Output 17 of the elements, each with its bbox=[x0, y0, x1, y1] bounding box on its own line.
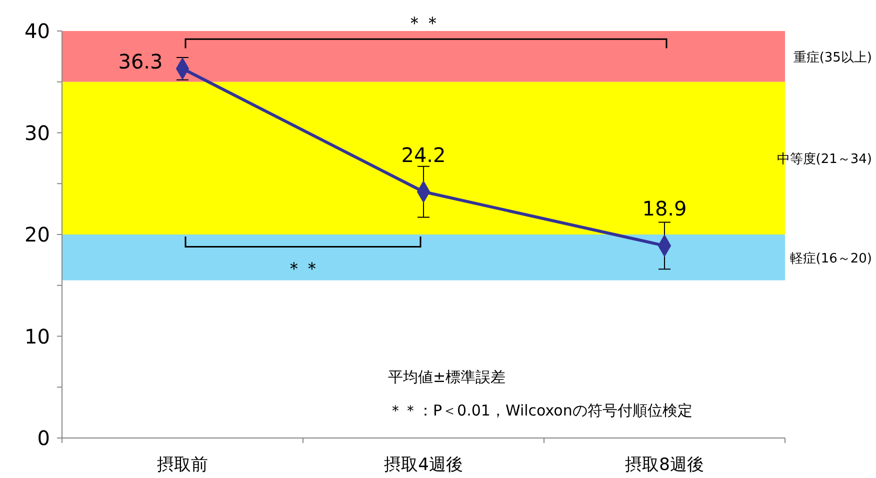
x-tick-label: 摂取前 bbox=[157, 455, 208, 475]
data-label: 18.9 bbox=[642, 196, 687, 221]
y-tick-label: 30 bbox=[24, 120, 50, 145]
x-tick-label: 摂取4週後 bbox=[384, 455, 463, 475]
y-tick-label: 40 bbox=[24, 19, 50, 43]
annotation: ＊＊ bbox=[406, 13, 442, 34]
data-label: 24.2 bbox=[401, 142, 446, 167]
band-label: 軽症(16～20) bbox=[790, 251, 872, 266]
annotation: ＊＊：P＜0.01，Wilcoxonの符号付順位検定 bbox=[388, 402, 692, 420]
annotation: ＊＊ bbox=[285, 258, 321, 280]
y-tick-label: 20 bbox=[24, 222, 50, 246]
y-tick-label: 0 bbox=[37, 426, 50, 450]
data-label: 36.3 bbox=[118, 50, 163, 74]
annotation: 平均値±標準誤差 bbox=[388, 368, 506, 386]
y-tick-label: 10 bbox=[24, 324, 50, 348]
band-label: 重症(35以上) bbox=[793, 50, 872, 66]
x-tick-label: 摂取8週後 bbox=[625, 455, 704, 475]
